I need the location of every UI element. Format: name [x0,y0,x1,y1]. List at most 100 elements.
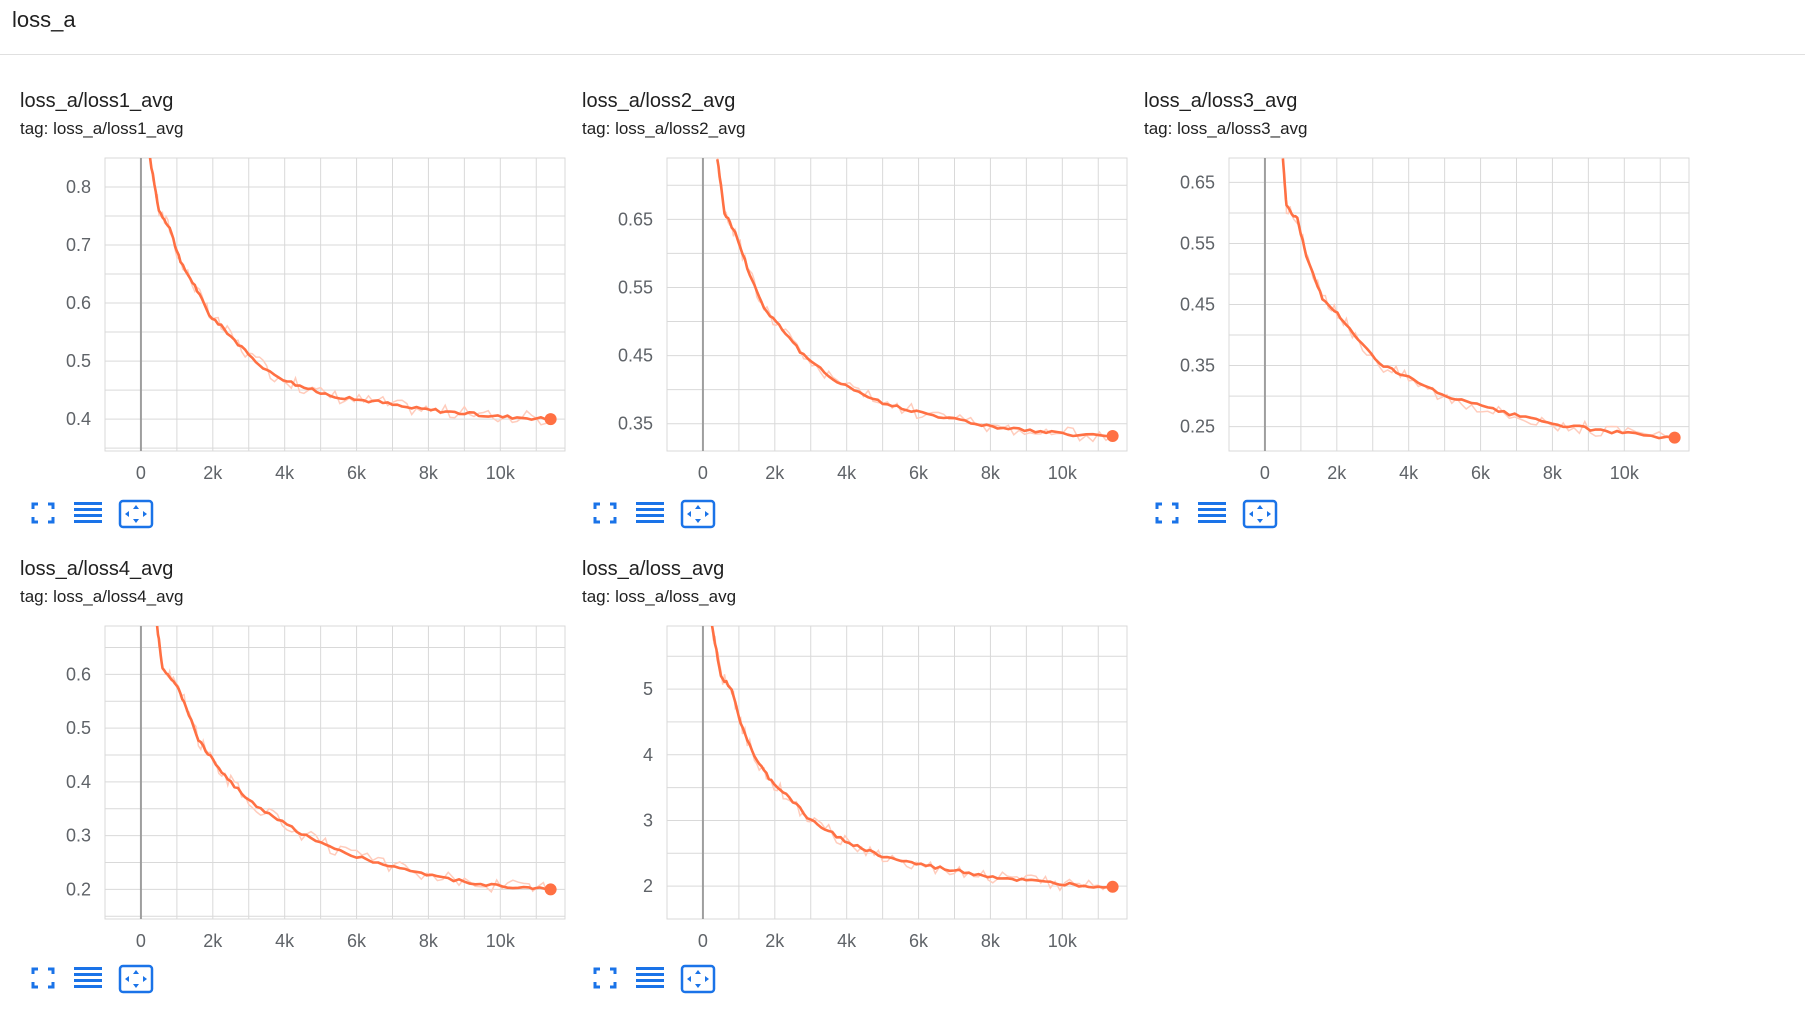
data-table-button[interactable] [634,964,670,994]
line-chart[interactable]: 0 2k 4k 6k 8k 10k 2 3 4 5 [562,468,1142,951]
group-header: loss_a [0,0,1805,55]
fullscreen-button[interactable] [28,964,64,994]
y-tick-label: 0.65 [618,209,653,229]
series-line [710,626,1113,889]
y-tick-label: 0.55 [618,277,653,297]
chart-title: loss_a/loss4_avg [20,558,174,580]
fullscreen-button[interactable] [1152,499,1188,529]
x-tick-label: 4k [275,931,295,951]
x-tick-label: 6k [909,931,929,951]
fullscreen-icon [590,964,626,992]
y-tick-label: 0.65 [1180,172,1215,192]
list-icon [634,964,670,992]
fit-domain-button[interactable] [1242,499,1278,529]
y-tick-label: 0.35 [618,414,653,434]
y-tick-label: 3 [643,810,653,830]
list-icon [634,499,670,527]
chart-tag: tag: loss_a/loss1_avg [20,119,184,138]
x-tick-label: 10k [1048,463,1078,483]
fit-domain-button[interactable] [680,499,716,529]
x-tick-label: 8k [419,463,439,483]
fit-domain-button[interactable] [680,964,716,994]
data-table-button[interactable] [1196,499,1232,529]
chart-card: loss_a/loss4_avg tag: loss_a/loss4_avg 0 2k… [0,468,566,994]
y-tick-label: 0.25 [1180,417,1215,437]
x-tick-label: 6k [1471,463,1491,483]
y-tick-label: 5 [643,679,653,699]
fit-domain-button[interactable] [118,499,154,529]
y-tick-label: 2 [643,876,653,896]
y-tick-label: 0.4 [66,772,91,792]
y-tick-label: 0.6 [66,293,91,313]
x-tick-label: 0 [698,463,708,483]
x-tick-label: 4k [837,463,857,483]
x-tick-label: 10k [1610,463,1640,483]
x-tick-label: 0 [136,463,146,483]
data-table-button[interactable] [634,499,670,529]
grid [104,626,565,919]
grid [666,626,1127,920]
plot-frame [104,157,566,452]
chart-tag: tag: loss_a/loss3_avg [1144,119,1308,138]
chart-tag: tag: loss_a/loss_avg [582,587,737,606]
y-tick-label: 0.55 [1180,233,1215,253]
fullscreen-icon [590,499,626,527]
series-last-point [1668,431,1681,444]
grid [104,157,565,451]
x-tick-label: 10k [486,931,516,951]
y-tick-label: 0.35 [1180,356,1215,376]
series-raw-line [156,626,552,894]
group-title: loss_a [12,7,76,32]
x-tick-label: 0 [136,931,146,951]
chart-tag: tag: loss_a/loss4_avg [20,587,184,606]
x-tick-label: 0 [1260,463,1270,483]
chart-card: loss_a/loss3_avg tag: loss_a/loss3_avg 0 2k… [1124,0,1690,529]
plot-frame [666,157,1128,452]
x-tick-label: 10k [486,463,516,483]
fullscreen-icon [28,964,64,992]
series-last-point [1106,430,1119,443]
chart-card: loss_a/loss_avg tag: loss_a/loss_avg 0 2k 4k… [562,468,1128,994]
y-tick-label: 0.8 [66,177,91,197]
chart-title: loss_a/loss2_avg [582,90,736,112]
x-tick-label: 6k [347,463,367,483]
y-tick-label: 0.6 [66,664,91,684]
series-last-point [544,883,557,896]
fit-domain-icon [118,499,154,529]
data-table-button[interactable] [72,964,108,994]
x-tick-label: 6k [909,463,929,483]
data-table-button[interactable] [72,499,108,529]
plot-frame [104,625,566,920]
plot-frame [1228,157,1690,452]
series-line [148,158,551,421]
series-raw-line [711,626,1113,892]
y-tick-label: 0.45 [618,346,653,366]
series-raw-line [716,158,1114,443]
x-tick-label: 8k [981,931,1001,951]
x-tick-label: 2k [1327,463,1347,483]
fullscreen-icon [28,499,64,527]
y-tick-label: 0.3 [66,826,91,846]
chart-title: loss_a/loss1_avg [20,90,174,112]
list-icon [1196,499,1232,527]
fit-domain-button[interactable] [118,964,154,994]
line-chart[interactable]: 0 2k 4k 6k 8k 10k 0.2 0.3 0.4 0.5 0.6 [0,468,580,951]
x-tick-label: 8k [1543,463,1563,483]
series-line [716,159,1113,438]
list-icon [72,499,108,527]
chart-card: loss_a/loss1_avg tag: loss_a/loss1_avg 0 2k… [0,0,566,529]
y-tick-label: 0.7 [66,235,91,255]
line-chart[interactable]: 0 2k 4k 6k 8k 10k 0.35 0.45 0.55 0.65 [562,0,1142,483]
x-tick-label: 4k [1399,463,1419,483]
line-chart[interactable]: 0 2k 4k 6k 8k 10k 0.4 0.5 0.6 0.7 0.8 [0,0,580,483]
fullscreen-button[interactable] [590,964,626,994]
fit-domain-icon [1242,499,1278,529]
x-tick-label: 2k [765,463,785,483]
fit-domain-icon [118,964,154,994]
y-tick-label: 4 [643,745,653,765]
fullscreen-button[interactable] [590,499,626,529]
series-line [1281,158,1675,440]
line-chart[interactable]: 0 2k 4k 6k 8k 10k 0.25 0.35 0.45 0.55 0.65 [1124,0,1704,483]
fullscreen-button[interactable] [28,499,64,529]
chart-title: loss_a/loss3_avg [1144,90,1298,112]
